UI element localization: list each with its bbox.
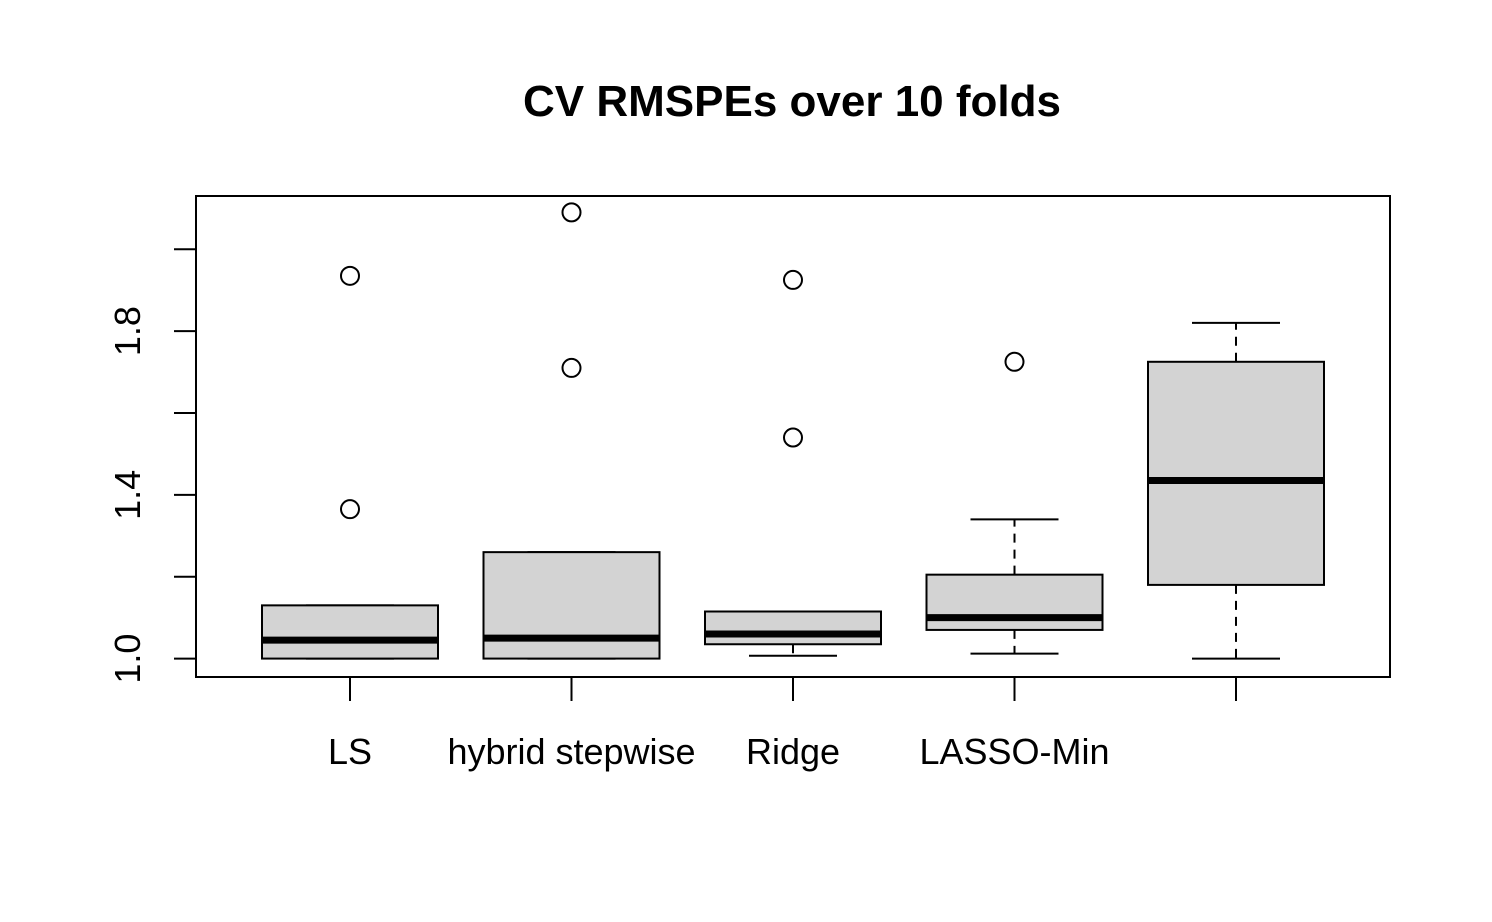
box-group xyxy=(1147,321,1325,660)
outlier-point xyxy=(340,265,360,286)
box-group xyxy=(482,202,661,660)
x-tick-label: LASSO-Min xyxy=(919,731,1109,772)
boxes-group xyxy=(261,202,1325,660)
box-iqr xyxy=(704,610,882,646)
y-tick-label: 1.4 xyxy=(107,470,148,520)
chart-title: CV RMSPEs over 10 folds xyxy=(523,77,1061,126)
x-tick-label: LS xyxy=(328,731,372,772)
x-axis: LS hybrid stepwise Ridge LASSO-Min xyxy=(328,677,1237,772)
y-tick-label: 1.0 xyxy=(107,634,148,684)
y-axis: 1.0 1.4 1.8 xyxy=(107,248,197,684)
x-tick-label: hybrid stepwise xyxy=(447,731,695,772)
box-iqr xyxy=(482,551,661,660)
outlier-point xyxy=(561,357,582,378)
outlier-point xyxy=(1004,351,1025,372)
box-group xyxy=(704,269,882,657)
box-iqr xyxy=(1147,360,1325,586)
box-iqr xyxy=(925,573,1104,631)
x-tick-label: Ridge xyxy=(746,731,840,772)
outlier-point xyxy=(783,269,803,290)
outlier-point xyxy=(561,202,582,223)
y-tick-label: 1.8 xyxy=(107,306,148,356)
outlier-point xyxy=(340,499,360,520)
box-iqr xyxy=(261,604,439,660)
box-group xyxy=(925,351,1104,655)
outlier-point xyxy=(783,427,803,448)
box-group xyxy=(261,265,439,660)
